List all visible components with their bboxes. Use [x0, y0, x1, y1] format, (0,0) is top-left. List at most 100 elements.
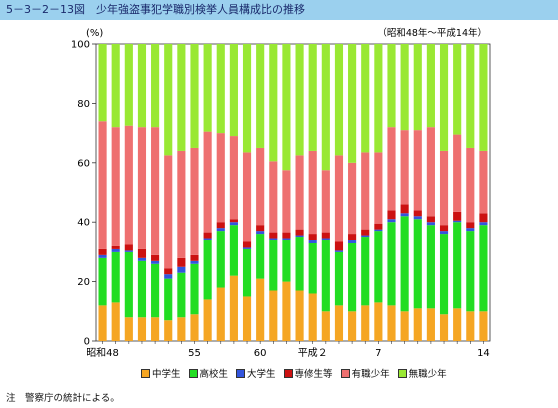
bar-stack [466, 44, 475, 341]
bar-segment [321, 240, 330, 312]
bar-stack [374, 44, 383, 341]
bar-segment [269, 290, 278, 341]
y-tick-label: 60 [77, 158, 90, 169]
x-tick-label: 14 [477, 348, 490, 359]
bar-stack [98, 44, 107, 341]
bar-segment [426, 308, 435, 341]
bar-segment [466, 147, 475, 223]
bar-stack [361, 44, 370, 341]
bar-segment [242, 241, 252, 248]
bar-segment [98, 257, 107, 306]
bar-segment [453, 222, 462, 309]
bar-segment [479, 225, 488, 312]
bar-segment [124, 125, 133, 245]
bar-segment [177, 272, 186, 318]
bar-segment [216, 231, 225, 288]
bar-segment [361, 44, 370, 153]
bar-segment [203, 240, 212, 300]
bar-segment [111, 302, 120, 341]
bar-segment [282, 44, 291, 171]
bar-segment [111, 44, 120, 128]
bar-stack [269, 44, 278, 341]
bar-stack [413, 44, 422, 341]
bar-segment [190, 263, 199, 315]
bar-segment [164, 268, 173, 275]
legend-label: 有職少年 [351, 369, 390, 380]
legend-item: 大学生 [236, 366, 276, 380]
bar-segment [242, 296, 252, 341]
bar-segment [348, 242, 357, 312]
bar-segment [295, 237, 304, 291]
bar-segment [229, 136, 238, 220]
bar-segment [439, 314, 449, 341]
bar-segment [124, 251, 133, 318]
bar-segment [242, 248, 252, 297]
bar-segment [229, 44, 238, 137]
legend-swatch [397, 368, 407, 378]
bar-segment [439, 234, 449, 315]
x-tick-label: 昭和48 [86, 347, 119, 359]
bar-segment [164, 155, 173, 269]
bar-segment [229, 222, 238, 226]
bar-segment [387, 127, 396, 211]
bar-segment [361, 237, 370, 306]
x-tick-label: 平成２ [298, 347, 328, 359]
bar-segment [308, 240, 317, 243]
bar-segment [269, 161, 278, 233]
bar-segment [321, 238, 330, 241]
bar-segment [361, 229, 370, 236]
bar-segment [137, 44, 147, 128]
bar-stack [151, 44, 160, 341]
bar-segment [177, 266, 186, 273]
bar-stack [242, 44, 252, 341]
legend-label: 中学生 [152, 369, 181, 380]
bar-segment [400, 216, 409, 312]
bar-segment [308, 234, 317, 241]
bar-segment [216, 287, 225, 341]
bar-segment [282, 170, 291, 233]
bar-segment [164, 278, 173, 321]
bar-segment [479, 311, 488, 341]
bar-segment [98, 305, 107, 341]
bar-stack [164, 44, 173, 341]
bar-segment [98, 254, 107, 258]
y-tick-label: 0 [84, 337, 90, 348]
bar-stack [177, 44, 186, 341]
bar-segment [177, 257, 186, 267]
legend-swatch [283, 368, 293, 378]
bar-segment [190, 147, 199, 255]
bar-segment [466, 222, 475, 229]
y-tick-label: 20 [77, 277, 90, 288]
legend-label: 無職少年 [408, 369, 447, 380]
bar-segment [453, 220, 462, 223]
bar-segment [426, 216, 435, 223]
bar-segment [111, 251, 120, 303]
bar-segment [164, 274, 173, 279]
x-tick-label: 7 [375, 348, 381, 359]
bar-segment [400, 44, 409, 131]
bar-stack [256, 44, 265, 341]
bar-segment [387, 222, 396, 306]
bar-segment [439, 231, 449, 235]
bar-segment [190, 44, 199, 148]
bar-segment [400, 213, 409, 217]
x-tick-label: 55 [188, 348, 201, 359]
bar-segment [453, 308, 462, 341]
bar-segment [295, 44, 304, 156]
bar-segment [321, 311, 330, 341]
bar-segment [111, 248, 120, 252]
bar-segment [400, 204, 409, 214]
bar-segment [374, 229, 383, 232]
bar-segment [439, 225, 449, 232]
bar-segment [216, 228, 225, 232]
bar-segment [321, 170, 330, 233]
bar-segment [177, 44, 186, 151]
bar-segment [216, 44, 225, 134]
bar-segment [242, 247, 252, 249]
bar-segment [361, 305, 370, 341]
legend-label: 高校生 [199, 369, 229, 380]
y-tick-label: 40 [77, 218, 90, 229]
bar-segment [413, 210, 422, 217]
bar-segment [203, 232, 212, 239]
chart-axes: 0 20 40 60 80 100 昭和48 55 60 平成２ 7 14 [71, 40, 491, 359]
